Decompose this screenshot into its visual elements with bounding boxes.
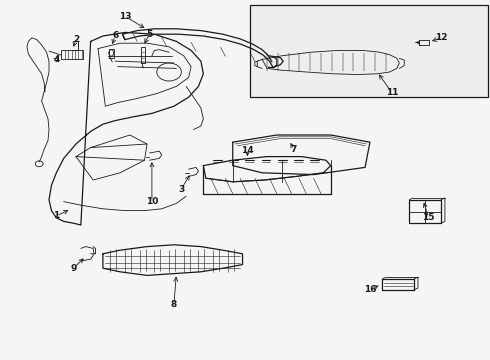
- Text: 7: 7: [291, 145, 297, 154]
- Bar: [250, 5, 488, 97]
- Text: 15: 15: [422, 213, 435, 222]
- Text: 4: 4: [53, 55, 60, 64]
- Text: 9: 9: [70, 264, 77, 273]
- Text: 12: 12: [435, 33, 447, 42]
- Bar: [409, 200, 441, 223]
- Text: 16: 16: [364, 285, 376, 294]
- Text: 11: 11: [386, 88, 398, 97]
- Text: 1: 1: [53, 211, 59, 220]
- Text: 13: 13: [119, 12, 131, 21]
- Text: 14: 14: [241, 146, 254, 155]
- Text: 5: 5: [147, 30, 152, 39]
- Text: 2: 2: [73, 35, 79, 44]
- Text: 6: 6: [112, 31, 118, 40]
- Text: 8: 8: [171, 300, 177, 309]
- Text: 10: 10: [146, 197, 158, 206]
- Text: 3: 3: [178, 184, 184, 194]
